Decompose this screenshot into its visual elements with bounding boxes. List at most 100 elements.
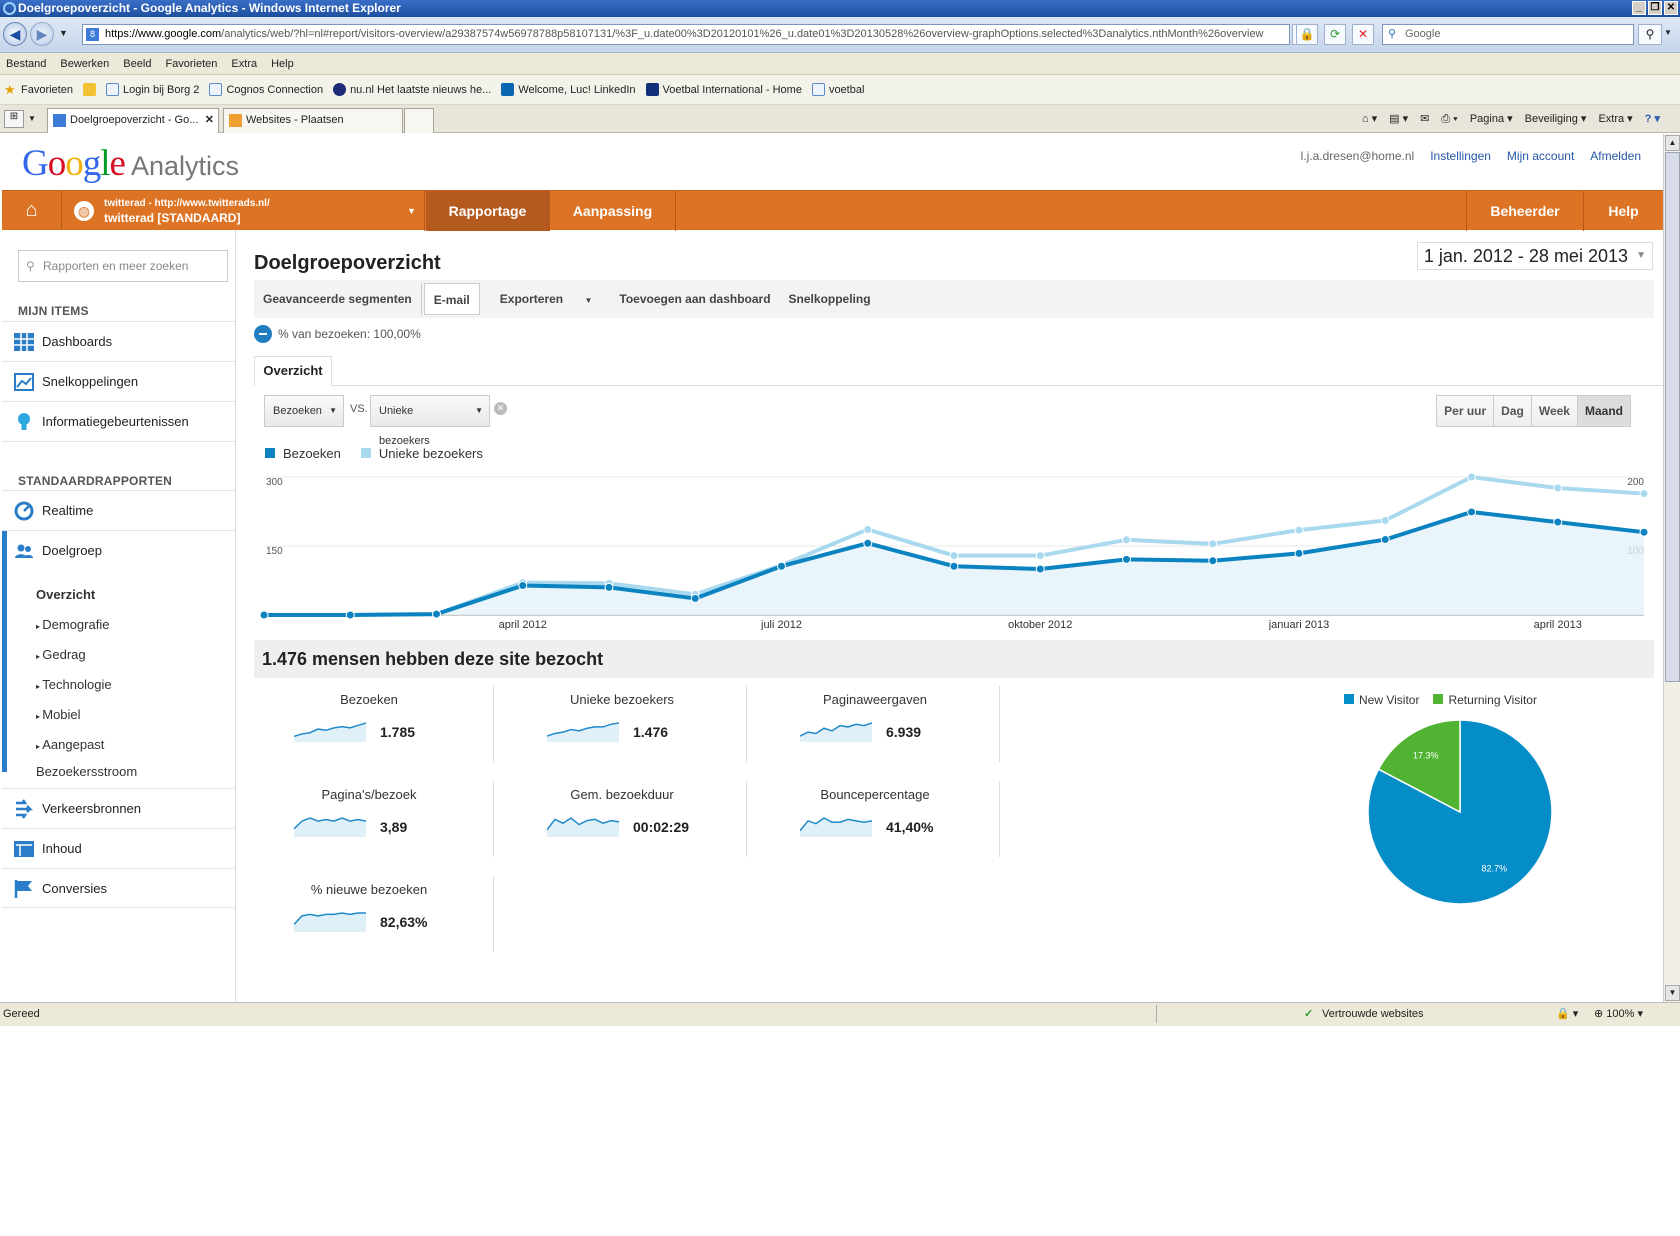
data-point[interactable] xyxy=(949,551,959,561)
date-range-picker[interactable]: 1 jan. 2012 - 28 mei 2013 ▼ xyxy=(1416,242,1653,270)
new-tab-button[interactable] xyxy=(404,108,434,133)
menu-extra[interactable]: Extra xyxy=(231,57,258,70)
menu-bestand[interactable]: Bestand xyxy=(6,57,47,70)
sidebar-item-verkeersbronnen[interactable]: Verkeersbronnen xyxy=(2,788,236,828)
data-point[interactable] xyxy=(345,610,355,620)
back-button[interactable]: ◀ xyxy=(3,22,27,46)
sidebar-subitem-bezoekersstroom[interactable]: Bezoekersstroom xyxy=(36,764,138,779)
vertical-scrollbar[interactable]: ▲ ▼ xyxy=(1663,134,1680,1002)
search-go-icon[interactable]: ⚲ xyxy=(1638,24,1662,45)
export-button[interactable]: Exporteren ▼ xyxy=(482,283,611,315)
cmd-beveiliging[interactable]: Beveiliging ▾ xyxy=(1524,113,1587,125)
sidebar-subitem-gedrag[interactable]: ▸ Gedrag xyxy=(36,647,86,662)
data-point[interactable] xyxy=(1035,564,1045,574)
data-point[interactable] xyxy=(1035,551,1045,561)
tab-help[interactable]: Help xyxy=(1608,203,1639,219)
sidebar-item-conversies[interactable]: Conversies xyxy=(2,868,236,908)
sidebar-item-snelkoppelingen[interactable]: Snelkoppelingen xyxy=(2,361,236,401)
cmd-extra[interactable]: Extra ▾ xyxy=(1598,113,1633,125)
tab-rapportage[interactable]: Rapportage xyxy=(426,191,550,231)
tab-list-icon[interactable]: ▼ xyxy=(28,114,36,123)
metric-tile[interactable]: Bezoeken 1.785 xyxy=(244,686,494,762)
metric-tile[interactable]: % nieuwe bezoeken 82,63% xyxy=(244,876,494,952)
add-to-dashboard-button[interactable]: Toevoegen aan dashboard xyxy=(619,292,771,306)
favorite-link[interactable]: Voetbal International - Home xyxy=(645,83,802,96)
data-point[interactable] xyxy=(518,581,528,591)
my-account-link[interactable]: Mijn account xyxy=(1506,149,1575,163)
data-point[interactable] xyxy=(949,561,959,571)
data-point[interactable] xyxy=(604,582,614,592)
sidebar-subitem-overzicht[interactable]: Overzicht xyxy=(36,587,96,602)
sidebar-subitem-mobiel[interactable]: ▸ Mobiel xyxy=(36,707,81,722)
favorite-link[interactable]: Welcome, Luc! LinkedIn xyxy=(501,83,636,96)
sidebar-subitem-demografie[interactable]: ▸ Demografie xyxy=(36,617,109,632)
feeds-icon[interactable]: ▤ ▾ xyxy=(1389,113,1409,125)
tab-websites[interactable]: Websites - Plaatsen xyxy=(223,108,403,133)
data-point[interactable] xyxy=(432,609,441,619)
browser-search-input[interactable]: ⚲ Google xyxy=(1382,24,1634,45)
favorites-button[interactable]: ★ Favorieten xyxy=(4,83,73,96)
metric1-select[interactable]: Bezoeken ▼ xyxy=(264,395,344,427)
metric-tile[interactable]: Bouncepercentage 41,40% xyxy=(750,781,1000,857)
metric-tile[interactable]: Unieke bezoekers 1.476 xyxy=(497,686,747,762)
account-selector[interactable]: ◍ twitterad - http://www.twitterads.nl/ … xyxy=(62,191,425,231)
metric2-select[interactable]: Unieke bezoekers ▼ xyxy=(370,395,490,447)
minimize-button[interactable]: _ xyxy=(1632,1,1646,15)
granularity-week[interactable]: Week xyxy=(1531,396,1578,426)
lock-icon[interactable]: 🔒 xyxy=(1296,24,1318,45)
sidebar-item-informatiegebeurtenissen[interactable]: Informatiegebeurtenissen xyxy=(2,401,236,441)
data-point[interactable] xyxy=(863,538,873,548)
sidebar-subitem-technologie[interactable]: ▸ Technologie xyxy=(36,677,112,692)
tab-beheerder[interactable]: Beheerder xyxy=(1466,191,1584,231)
cmd-pagina[interactable]: Pagina ▾ xyxy=(1469,113,1513,125)
data-point[interactable] xyxy=(1208,539,1218,549)
data-point[interactable] xyxy=(1294,548,1304,558)
home-button[interactable]: ⌂ xyxy=(2,191,62,231)
sidebar-item-inhoud[interactable]: Inhoud xyxy=(2,828,236,868)
url-field[interactable]: 8 https://www.google.com/analytics/web/?… xyxy=(82,24,1290,45)
help-icon[interactable]: ? ▾ xyxy=(1644,113,1660,125)
refresh-icon[interactable]: ⟳ xyxy=(1324,24,1346,45)
sidebar-subitem-aangepast[interactable]: ▸ Aangepast xyxy=(36,737,104,752)
data-point[interactable] xyxy=(863,524,873,534)
pie-chart[interactable]: 82.7% 17.3% xyxy=(1360,712,1560,912)
data-point[interactable] xyxy=(1553,483,1563,493)
favorite-link[interactable]: Login bij Borg 2 xyxy=(105,83,199,96)
data-point[interactable] xyxy=(1639,489,1649,499)
forward-button[interactable]: ▶ xyxy=(30,22,54,46)
tab-doelgroepoverzicht[interactable]: Doelgroepoverzicht - Go... ✕ xyxy=(47,108,219,133)
search-options-icon[interactable]: ▼ xyxy=(1664,28,1672,37)
metric-tile[interactable]: Gem. bezoekduur 00:02:29 xyxy=(497,781,747,857)
data-point[interactable] xyxy=(777,561,786,571)
data-point[interactable] xyxy=(1294,525,1304,535)
pie-legend-returning-visitor[interactable]: Returning Visitor xyxy=(1433,692,1537,707)
shortcut-button[interactable]: Snelkoppeling xyxy=(788,292,871,306)
scroll-up-icon[interactable]: ▲ xyxy=(1665,135,1680,151)
stop-icon[interactable]: ✕ xyxy=(1352,24,1374,45)
settings-link[interactable]: Instellingen xyxy=(1430,149,1491,163)
pie-legend-new-visitor[interactable]: New Visitor xyxy=(1344,692,1419,707)
mail-icon[interactable]: ✉ xyxy=(1420,113,1430,125)
legend-item-unieke-bezoekers[interactable]: Unieke bezoekers xyxy=(360,445,483,461)
data-point[interactable] xyxy=(1639,527,1649,537)
data-point[interactable] xyxy=(1553,517,1563,527)
add-favorite-icon[interactable] xyxy=(82,83,100,96)
remove-metric-icon[interactable]: ✕ xyxy=(494,402,507,415)
data-point[interactable] xyxy=(1122,535,1131,545)
pie-slice[interactable] xyxy=(1377,719,1461,814)
tab-aanpassing[interactable]: Aanpassing xyxy=(550,191,676,231)
data-point[interactable] xyxy=(1380,515,1390,525)
metric-tile[interactable]: Paginaweergaven 6.939 xyxy=(750,686,1000,762)
scroll-thumb[interactable] xyxy=(1665,152,1680,682)
report-search-input[interactable]: ⚲ Rapporten en meer zoeken xyxy=(18,250,228,282)
tab-overzicht[interactable]: Overzicht xyxy=(254,356,332,386)
favorite-link[interactable]: nu.nl Het laatste nieuws he... xyxy=(333,83,491,96)
favorite-link[interactable]: voetbal xyxy=(811,83,864,96)
scroll-down-icon[interactable]: ▼ xyxy=(1665,985,1680,1001)
print-icon[interactable]: ⎙ ▾ xyxy=(1441,113,1458,125)
data-point[interactable] xyxy=(1208,556,1218,566)
data-point[interactable] xyxy=(690,593,700,603)
data-point[interactable] xyxy=(1380,535,1390,545)
sidebar-item-doelgroep[interactable]: Doelgroep xyxy=(2,530,236,570)
